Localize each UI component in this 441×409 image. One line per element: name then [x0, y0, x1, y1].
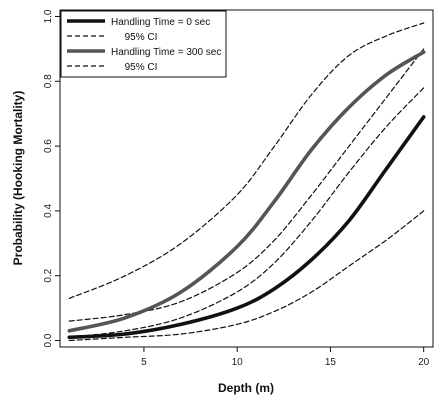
legend-box	[60, 10, 227, 78]
x-tick-label: 15	[325, 357, 337, 368]
x-tick-label: 10	[232, 357, 244, 368]
y-tick-label: 0.4	[43, 204, 54, 218]
ci-line	[68, 210, 425, 342]
legend-label: 95% CI	[125, 62, 158, 73]
ci-line	[68, 22, 425, 299]
y-tick-label: 1.0	[43, 9, 54, 23]
y-tick-label: 0.2	[43, 268, 54, 282]
legend-label: Handling Time = 300 sec	[111, 47, 221, 58]
series-layer	[67, 22, 426, 342]
x-tick-label: 5	[141, 357, 147, 368]
y-tick-label: 0.0	[43, 333, 54, 347]
legend-label: Handling Time = 0 sec	[111, 17, 210, 28]
y-axis-title: Probability (Hooking Mortality)	[11, 91, 25, 266]
legend: Handling Time = 0 sec 95% CI Handling Time…	[60, 10, 227, 78]
series-line-0sec	[67, 115, 426, 340]
y-tick-label: 0.8	[43, 74, 54, 88]
x-axis-title: Depth (m)	[218, 381, 274, 395]
x-tick-label: 20	[418, 357, 430, 368]
axes: 5 10 15 20 0.0 0.2 0.4 0.6 0.8 1.0	[43, 9, 430, 368]
legend-label: 95% CI	[125, 32, 158, 43]
ci-line	[68, 87, 425, 338]
y-tick-label: 0.6	[43, 139, 54, 153]
series-line-300sec	[67, 50, 426, 333]
plot-frame	[59, 9, 434, 348]
